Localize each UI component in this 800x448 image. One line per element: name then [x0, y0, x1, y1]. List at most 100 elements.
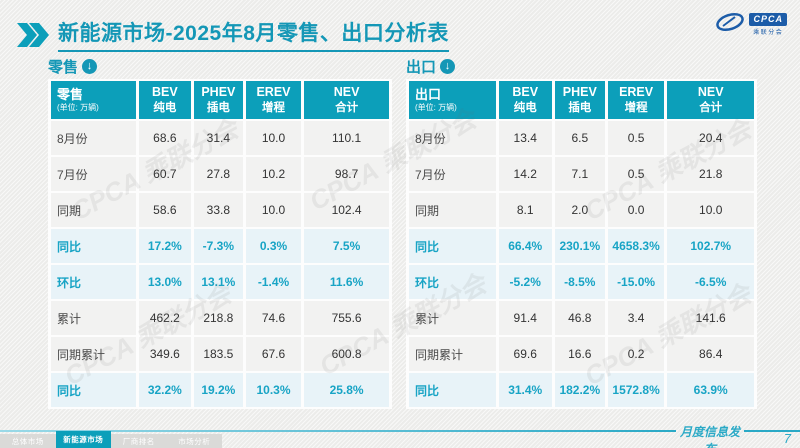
- cell: 4658.3%: [607, 229, 665, 263]
- cell: 110.1: [304, 121, 389, 155]
- row-label: 同比: [409, 373, 496, 407]
- table-row-highlight: 同比 66.4% 230.1% 4658.3% 102.7%: [409, 229, 754, 263]
- cpca-logo-acronym: CPCA: [749, 13, 787, 26]
- retail-corner-title: 零售: [57, 86, 84, 102]
- tab-oem-ranking[interactable]: 厂商排名: [122, 436, 155, 446]
- export-section-header: 出口 ↓: [406, 57, 757, 76]
- footer-line-right: [744, 430, 800, 432]
- cell: -8.5%: [554, 265, 605, 299]
- cell: 19.2%: [193, 373, 243, 407]
- cell: 98.7: [304, 157, 389, 191]
- column-header-phev: PHEV 插电: [193, 81, 243, 119]
- cell: 67.6: [245, 337, 302, 371]
- cpca-logo-subtext: 乘联分会: [753, 30, 784, 36]
- cell: 10.0: [245, 193, 302, 227]
- footer-line-left: [0, 430, 676, 432]
- cell: -7.3%: [193, 229, 243, 263]
- cell: 74.6: [245, 301, 302, 335]
- row-label: 同比: [51, 373, 136, 407]
- cell: 3.4: [607, 301, 665, 335]
- row-label: 同期: [51, 193, 136, 227]
- export-section-label: 出口: [406, 58, 437, 76]
- cell: 183.5: [193, 337, 243, 371]
- row-label: 环比: [51, 265, 136, 299]
- table-row: 累计 91.4 46.8 3.4 141.6: [409, 301, 754, 335]
- cell: 25.8%: [304, 373, 389, 407]
- row-label: 7月份: [51, 157, 136, 191]
- retail-table: 零售 (单位: 万辆) BEV 纯电 PHEV 插电 EREV 增程 NEV 合计 8月…: [48, 79, 392, 409]
- cell: 102.7%: [667, 229, 754, 263]
- down-arrow-circle-icon: ↓: [440, 58, 456, 74]
- table-row: 8月份 68.6 31.4 10.0 110.1: [51, 121, 389, 155]
- table-row-highlight: 同比 32.2% 19.2% 10.3% 25.8%: [51, 373, 389, 407]
- row-label: 同比: [51, 229, 136, 263]
- cell: -15.0%: [607, 265, 665, 299]
- cell: 0.2: [607, 337, 665, 371]
- cell: 7.5%: [304, 229, 389, 263]
- column-header-bev: BEV 纯电: [138, 81, 191, 119]
- cell: 218.8: [193, 301, 243, 335]
- cell: 600.8: [304, 337, 389, 371]
- row-label: 8月份: [51, 121, 136, 155]
- cell: 10.0: [245, 121, 302, 155]
- table-row-highlight: 环比 13.0% 13.1% -1.4% 11.6%: [51, 265, 389, 299]
- row-label: 环比: [409, 265, 496, 299]
- row-label: 8月份: [409, 121, 496, 155]
- cell: 20.4: [667, 121, 754, 155]
- cell: 13.1%: [193, 265, 243, 299]
- cell: 66.4%: [498, 229, 552, 263]
- cell: 7.1: [554, 157, 605, 191]
- cell: 63.9%: [667, 373, 754, 407]
- cell: 102.4: [304, 193, 389, 227]
- tab-nev-market[interactable]: 新能源市场: [55, 431, 111, 448]
- export-table: 出口 (单位: 万辆) BEV 纯电 PHEV 插电 EREV 增程 NEV 合计 8月…: [406, 79, 757, 409]
- row-label: 累计: [51, 301, 136, 335]
- column-header-erev: EREV 增程: [245, 81, 302, 119]
- cell: 58.6: [138, 193, 191, 227]
- cell: 6.5: [554, 121, 605, 155]
- table-row-highlight: 环比 -5.2% -8.5% -15.0% -6.5%: [409, 265, 754, 299]
- table-row-highlight: 同比 31.4% 182.2% 1572.8% 63.9%: [409, 373, 754, 407]
- cell: 10.0: [667, 193, 754, 227]
- cell: 13.4: [498, 121, 552, 155]
- row-label: 7月份: [409, 157, 496, 191]
- row-label: 同比: [409, 229, 496, 263]
- row-label: 同期累计: [409, 337, 496, 371]
- cell: 68.6: [138, 121, 191, 155]
- cell: 755.6: [304, 301, 389, 335]
- cell: 60.7: [138, 157, 191, 191]
- retail-corner-header: 零售 (单位: 万辆): [51, 81, 136, 119]
- down-arrow-circle-icon: ↓: [82, 58, 98, 74]
- cell: 91.4: [498, 301, 552, 335]
- cell: 14.2: [498, 157, 552, 191]
- cell: 33.8: [193, 193, 243, 227]
- page-number: 7: [783, 431, 791, 446]
- table-row: 同期 58.6 33.8 10.0 102.4: [51, 193, 389, 227]
- table-row: 7月份 14.2 7.1 0.5 21.8: [409, 157, 754, 191]
- cell: 31.4%: [498, 373, 552, 407]
- cell: 182.2%: [554, 373, 605, 407]
- cell: -6.5%: [667, 265, 754, 299]
- export-section: 出口 ↓ 出口 (单位: 万辆) BEV 纯电 PHEV 插电 EREV 增程 NEV…: [406, 57, 757, 409]
- table-row: 累计 462.2 218.8 74.6 755.6: [51, 301, 389, 335]
- cell: 2.0: [554, 193, 605, 227]
- export-header-row: 出口 (单位: 万辆) BEV 纯电 PHEV 插电 EREV 增程 NEV 合计: [409, 81, 754, 119]
- tab-overall-market[interactable]: 总体市场: [11, 436, 44, 446]
- bottom-nav: 总体市场 新能源市场 厂商排名 市场分析: [0, 431, 222, 448]
- table-row: 同期累计 69.6 16.6 0.2 86.4: [409, 337, 754, 371]
- page-title: 新能源市场-2025年8月零售、出口分析表: [58, 17, 449, 52]
- cell: 10.3%: [245, 373, 302, 407]
- export-corner-header: 出口 (单位: 万辆): [409, 81, 496, 119]
- double-chevron-icon: [15, 22, 49, 47]
- column-header-erev: EREV 增程: [607, 81, 665, 119]
- export-corner-title: 出口: [415, 86, 442, 102]
- cpca-logo: CPCA 乘联分会: [715, 12, 787, 37]
- tab-market-analysis[interactable]: 市场分析: [178, 436, 211, 446]
- table-row: 同期 8.1 2.0 0.0 10.0: [409, 193, 754, 227]
- cell: 0.5: [607, 121, 665, 155]
- cell: 11.6%: [304, 265, 389, 299]
- column-header-nev: NEV 合计: [304, 81, 389, 119]
- retail-header-row: 零售 (单位: 万辆) BEV 纯电 PHEV 插电 EREV 增程 NEV 合计: [51, 81, 389, 119]
- column-header-phev: PHEV 插电: [554, 81, 605, 119]
- cell: 0.5: [607, 157, 665, 191]
